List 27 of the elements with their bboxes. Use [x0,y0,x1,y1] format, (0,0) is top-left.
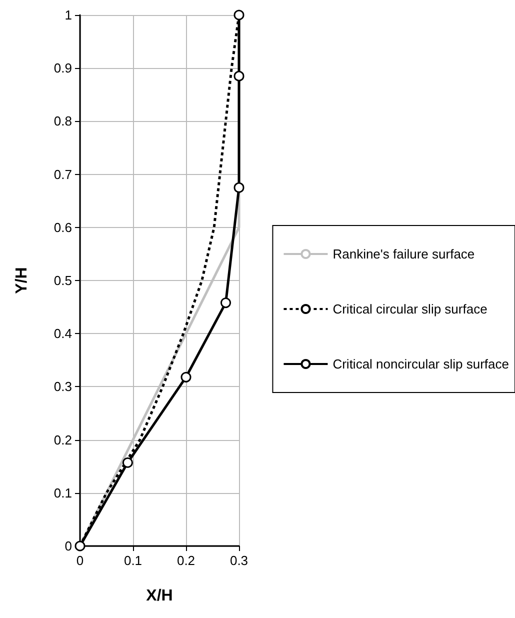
x-tick-label: 0.1 [124,553,142,568]
y-tick-label: 0 [64,538,72,554]
point [180,372,192,382]
y-tick-label: 0.5 [54,273,72,288]
point [74,540,86,552]
x-tick-label: 0.3 [230,553,248,568]
y-tick-label: 1 [64,8,72,22]
point [220,298,231,308]
point [234,70,244,82]
x-tick-label: 0 [76,553,84,568]
y-tick-label: 0.9 [54,60,72,76]
y-tick-label: 0.6 [54,220,72,235]
y-tick-label: 0.1 [54,485,72,500]
legend-label: Critical circular slip surface [332,302,488,316]
point [234,10,244,20]
legend-label: Critical noncircular slip surface [332,356,509,372]
point [122,457,133,468]
y-tick-label: 0.4 [54,326,72,342]
y-tick-label: 0.3 [54,379,72,394]
y-tick-label: 0.7 [54,166,72,182]
y-tick-label: 0.2 [54,432,72,448]
x-tick-label: 0.2 [176,553,196,568]
legend-label: Rankine's failure surface [332,246,475,262]
y-tick-label: 0.8 [54,114,72,129]
y-axis-title: Y/H [14,267,30,294]
point [234,182,244,193]
x-axis-title: X/H [146,588,173,604]
